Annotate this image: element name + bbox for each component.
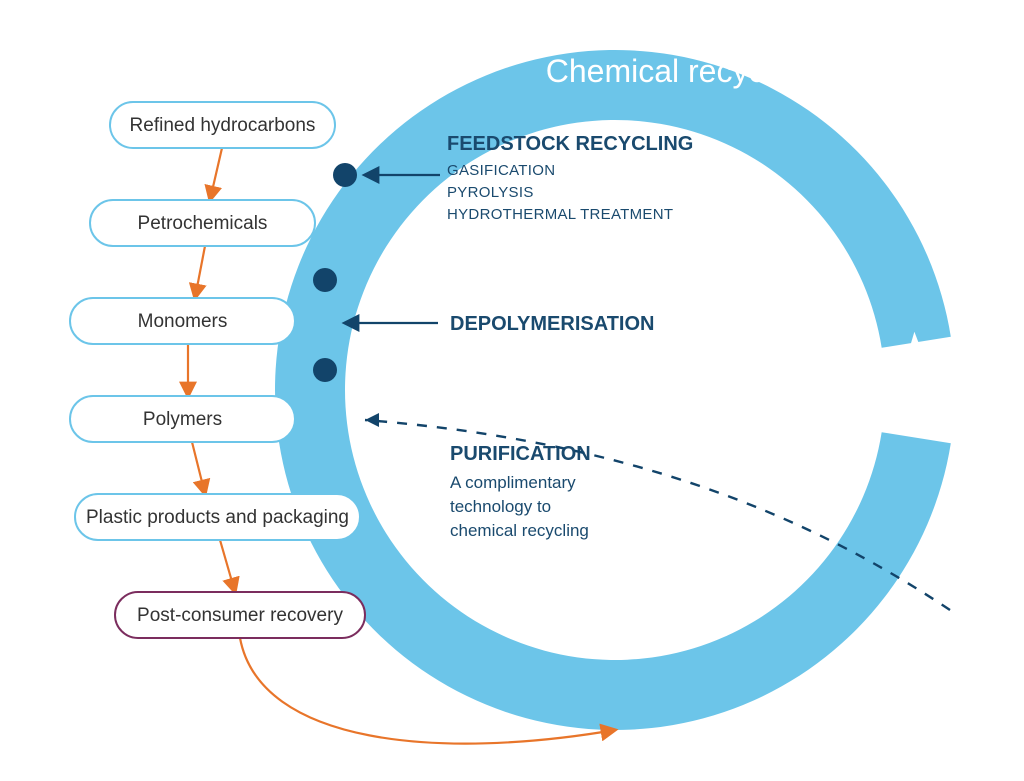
box-petro-label: Petrochemicals: [138, 213, 268, 234]
ring-dot-2: [313, 358, 337, 382]
callout-feedstock-line-1: PYROLYSIS: [447, 184, 534, 201]
box-monomers-label: Monomers: [138, 311, 228, 332]
ring-dot-0: [333, 163, 357, 187]
box-monomers: Monomers: [70, 298, 295, 344]
callout-feedstock-heading: FEEDSTOCK RECYCLING: [447, 133, 693, 155]
callout-depoly-heading: DEPOLYMERISATION: [450, 313, 654, 335]
flow-arrow-1: [195, 246, 205, 298]
flow-arrow-0: [210, 148, 222, 200]
box-post-label: Post-consumer recovery: [137, 605, 343, 626]
box-products-label: Plastic products and packaging: [86, 507, 349, 528]
ring-dot-1: [313, 268, 337, 292]
box-products: Plastic products and packaging: [75, 494, 360, 540]
callout-purif-line-2: chemical recycling: [450, 521, 589, 540]
box-petro: Petrochemicals: [90, 200, 315, 246]
flow-arrow-3: [192, 442, 205, 494]
box-refined: Refined hydrocarbons: [110, 102, 335, 148]
callout-purif-line-1: technology to: [450, 497, 551, 516]
callout-purif-heading: PURIFICATION: [450, 443, 591, 465]
box-refined-label: Refined hydrocarbons: [130, 115, 316, 136]
callout-purif-line-0: A complimentary: [450, 473, 576, 492]
callout-feedstock-line-2: HYDROTHERMAL TREATMENT: [447, 206, 673, 223]
flow-arrow-4: [220, 540, 235, 592]
ring-title: Chemical recycling: [546, 53, 815, 89]
box-polymers-label: Polymers: [143, 409, 222, 430]
box-post: Post-consumer recovery: [115, 592, 365, 638]
box-polymers: Polymers: [70, 396, 295, 442]
callout-feedstock-line-0: GASIFICATION: [447, 162, 555, 179]
callout-purif-arrowhead: [365, 413, 379, 427]
